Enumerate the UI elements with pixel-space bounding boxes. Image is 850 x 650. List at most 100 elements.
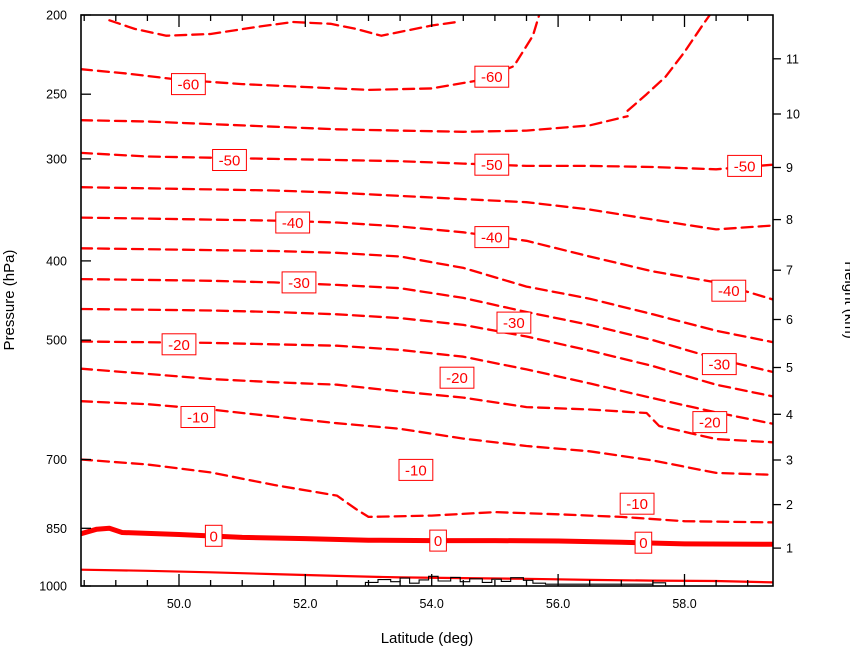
contour-line-5 [81,568,773,584]
pressure-tick-label: 700 [46,453,67,467]
contour-label-box [496,311,532,334]
contour-label: -50 [474,153,510,176]
contour-label-box [474,153,510,176]
contour-label-box [711,279,747,302]
pressure-tick-label: 400 [46,254,67,268]
contour-label-text: -30 [288,275,310,292]
contour-line--35 [81,247,773,344]
contour-label-box [180,406,216,428]
contour-label-text: -20 [699,415,721,432]
contour-label-box [171,73,206,96]
height-tick-label: 6 [786,313,793,327]
contour-label: -30 [496,311,532,334]
contour-line--25 [81,307,773,398]
contour-label: 0 [634,531,653,554]
contour-label-text: -60 [178,77,200,94]
x-tick-label: 56.0 [546,597,570,611]
contour-label-text: -50 [481,157,503,174]
contour-label-text: -60 [481,69,503,86]
contour-label: -10 [619,492,655,515]
pressure-tick-label: 200 [46,9,67,23]
contour-label-text: 0 [210,528,218,545]
contour-label: -60 [474,65,510,88]
contour-label: -40 [275,211,311,234]
contour-label-text: -20 [168,337,190,354]
contour-line--60 [81,15,541,92]
contour-label-box [212,149,247,171]
contour-line--55 [81,115,629,133]
terrain-layer [364,575,667,586]
contour-label: -50 [212,149,247,171]
contour-label-layer: -60 -60 -50 -50 -50 -40 -40 -40 -30 -30 -30 -20 -20 -… [161,65,763,554]
contour-label-box [161,333,197,356]
contour-label-box [474,226,510,249]
height-tick-label: 10 [786,108,800,122]
contour-label-box [398,458,434,481]
height-tick-label: 11 [786,52,799,66]
contour-label: -40 [474,226,510,249]
height-tick-label: 2 [786,498,793,512]
contour-label-text: -10 [626,496,648,513]
contour-label: -10 [398,458,434,481]
pressure-tick-label: 500 [46,334,67,348]
height-tick-label: 4 [786,408,793,422]
height-tick-label: 3 [786,454,793,468]
contour-line--40 [81,216,773,301]
plot-frame [80,14,774,587]
contour-label: 0 [429,529,447,552]
contour-line--45 [81,186,773,231]
contour-label-text: -40 [282,215,304,232]
contour-label-box [281,271,317,294]
contour-label: -30 [701,353,737,376]
contour-label-text: 0 [639,535,647,552]
x-tick-label: 54.0 [420,597,444,611]
height-tick-label: 8 [786,213,793,227]
y-axis-title-pressure: Pressure (hPa) [1,250,18,351]
contour-label: -20 [439,366,475,389]
contour-label-box [474,65,510,88]
contour-label-text: -10 [405,462,427,479]
contour-label-box [727,154,763,177]
contour-label-box [429,529,447,552]
contour-label-text: -50 [219,153,241,170]
contour-line-0 [81,525,773,547]
contour-label: -60 [171,73,206,96]
contour-label-text: -20 [446,370,468,387]
contour-label-text: 0 [434,533,442,550]
height-tick-label: 9 [786,161,793,175]
contour-layer [81,15,773,584]
y-axis-title-height: Height (km) [841,261,850,339]
contour-label: -30 [281,271,317,294]
x-tick-label: 58.0 [672,597,696,611]
x-axis-title: Latitude (deg) [381,630,474,647]
contour-line--15 [81,367,773,444]
x-tick-label: 52.0 [293,597,317,611]
contour-label: -10 [180,406,216,428]
contour-line--30 [81,277,773,374]
contour-label-text: -10 [187,410,209,427]
contour-line--60 [626,15,711,112]
pressure-tick-label: 300 [46,152,67,166]
contour-label-text: -30 [708,357,730,374]
contour-label-text: -50 [734,158,756,175]
pressure-tick-label: 1000 [39,580,67,594]
contour-label: -50 [727,154,763,177]
height-tick-label: 1 [786,542,793,556]
contour-label: -20 [161,333,197,356]
pressure-tick-label: 850 [46,522,67,536]
terrain-outline [364,575,667,586]
pressure-tick-label: 250 [46,88,67,102]
contour-label-box [204,524,223,547]
contour-label: 0 [204,524,223,547]
contour-label-text: -40 [481,230,503,247]
contour-label-box [439,366,475,389]
height-tick-label: 7 [786,264,793,278]
contour-label-box [701,353,737,376]
height-tick-label: 5 [786,361,793,375]
contour-line--65 [108,19,459,37]
contour-label-box [275,211,311,234]
contour-label-text: -30 [503,315,525,332]
contour-line--20 [81,340,773,425]
contour-label-text: -40 [718,283,740,300]
